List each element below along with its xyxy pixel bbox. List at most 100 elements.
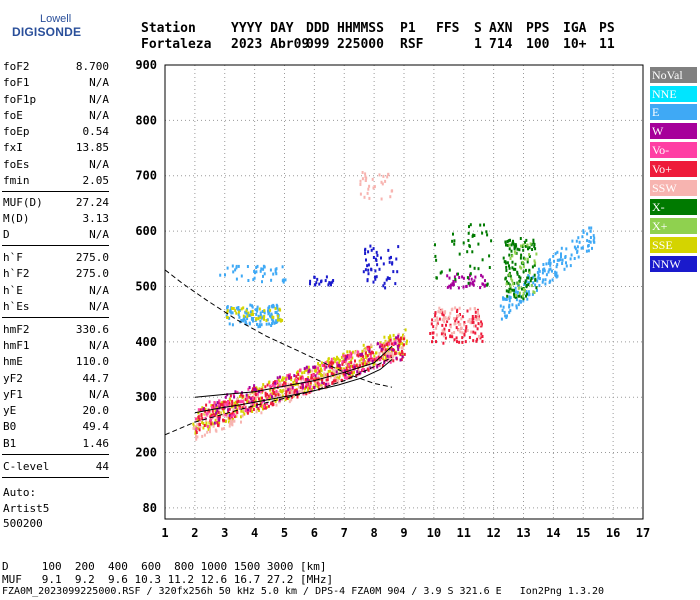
echo-dot [463,332,466,336]
echo-dot [574,247,577,251]
echo-dot [337,363,340,367]
solid-trace-line [194,359,393,414]
echo-dot [505,265,508,269]
echo-dot [399,353,402,357]
echo-dot [320,361,323,365]
header-label-pps: PPS [526,21,550,36]
echo-dot [357,350,360,354]
echo-dot [350,371,353,374]
clevel-row: C-level 44 [3,460,109,475]
echo-dot [364,252,367,255]
echo-dot [586,239,589,243]
echo-dot [259,319,262,323]
echo-dot [356,370,359,374]
echo-dot [332,368,334,372]
echo-dot [383,352,386,356]
echo-dot [554,273,557,277]
echo-dot [221,427,223,431]
echo-dot [441,323,444,327]
echo-dot [261,386,264,390]
echo-dot [325,378,328,382]
echo-dot [222,418,224,422]
param-name: fmin [3,174,30,187]
echo-dot [532,238,535,242]
legend-x-plus: X+ [650,218,697,234]
echo-dot [463,323,465,327]
echo-dot [296,371,298,375]
echo-dot [397,334,400,338]
echo-dot [203,424,206,427]
echo-dot [526,243,529,247]
echo-dot [320,374,323,378]
param-value: 110.0 [75,355,109,368]
echo-dot [351,356,354,360]
echo-dot [520,244,522,248]
auto-artist: Artist5 [3,502,50,515]
echo-dot [325,365,328,369]
echo-dot [258,307,261,311]
echo-dot [353,363,356,367]
echo-dot [442,316,445,320]
echo-dot [286,396,289,400]
echo-dot [277,391,280,395]
echo-dot [375,363,378,367]
echo-dot [259,313,262,317]
echo-dot [256,307,259,311]
echo-dot [509,290,512,294]
echo-dot [210,422,213,426]
echo-dot [347,375,350,379]
echo-dot [215,409,217,413]
echo-dot [259,404,262,408]
echo-dot [218,401,221,405]
echo-dot [580,246,583,250]
echo-dot [238,315,241,319]
echo-dot [479,336,482,340]
echo-dot [464,340,467,344]
echo-dot [270,278,273,282]
echo-dot [561,258,564,262]
echo-dot [582,231,585,234]
echo-dot [524,281,527,285]
echo-dot [281,394,284,398]
echo-dot [231,412,234,416]
legend-ssw: SSW [650,180,697,196]
echo-dot [240,420,242,424]
echo-dot [468,336,471,339]
echo-dot [511,241,514,245]
echo-dot [331,381,334,385]
y-tick-label: 800 [135,113,157,127]
echo-dot [592,234,595,238]
echo-dot [236,409,238,413]
echo-dot [231,311,234,315]
echo-dot [399,358,402,362]
echo-dot [375,250,378,254]
echo-dot [327,369,330,373]
echo-dot [200,413,203,416]
echo-dot [284,398,287,402]
echo-dot [255,395,257,399]
echo-dot [316,381,319,385]
echo-dot [504,297,507,301]
echo-dot [246,314,249,318]
echo-dot [238,406,241,410]
param-value: 8.700 [75,60,109,73]
echo-dot [364,175,367,179]
echo-dot [524,279,527,283]
echo-dot [237,306,240,309]
echo-dot [461,275,464,279]
echo-dot [360,352,363,356]
param-value: N/A [89,109,109,122]
echo-dot [505,289,508,293]
echo-dot [537,273,540,277]
echo-dot [235,311,238,315]
echo-dot [325,382,327,386]
echo-dot [364,172,367,176]
echo-dot [380,347,383,351]
echo-dot [229,420,232,424]
echo-dot [231,403,234,407]
echo-dot [309,378,312,382]
param-name: hmF1 [3,339,30,352]
param-row: foF1p N/A [3,93,109,108]
echo-dot [578,240,581,244]
param-name: h`F [3,251,23,264]
